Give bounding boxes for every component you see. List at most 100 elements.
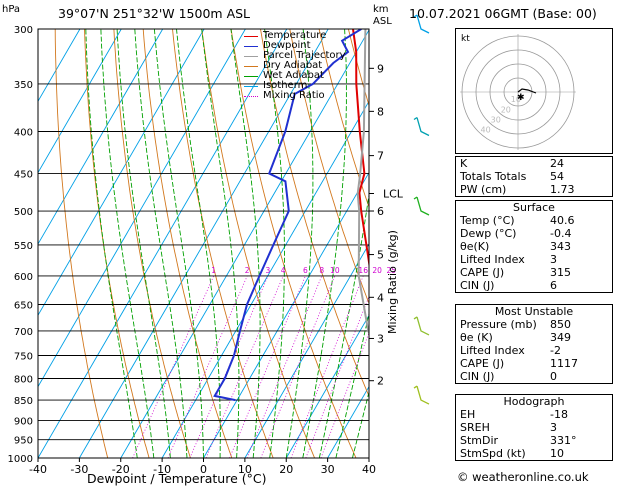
hodograph-ring-label: 40: [481, 125, 491, 134]
credit-text: © weatheronline.co.uk: [457, 470, 589, 484]
hodograph-stat-value: 331°: [550, 434, 577, 447]
temperature-tick-label: -40: [29, 463, 47, 476]
height-tick-label: 6: [377, 205, 384, 218]
hodograph-stat-value: -18: [550, 408, 568, 421]
height-tick-label: 5: [377, 249, 384, 262]
most-unstable-panel: Most Unstable Pressure (mb) 850 θe (K) 349 L…: [455, 304, 613, 384]
wind-barb-icon: [413, 385, 430, 405]
temperature-tick-label: 10: [238, 463, 252, 476]
pressure-tick-label: 800: [14, 374, 33, 385]
index-label: K: [460, 157, 468, 170]
hodograph-ring-label: 30: [491, 115, 501, 124]
temperature-tick-label: -20: [112, 463, 130, 476]
legend-swatch: [244, 75, 258, 77]
most-unstable-row: CAPE (J) 1117: [456, 357, 612, 370]
pressure-tick-label: 900: [14, 416, 33, 427]
surface-value: -0.4: [550, 227, 572, 240]
wet-adiabat-line: [153, 29, 204, 458]
legend-label: Mixing Ratio: [263, 90, 325, 101]
hodograph-stat-row: StmSpd (kt) 10: [456, 447, 612, 460]
most-unstable-row: θe (K) 349: [456, 331, 612, 344]
legend-swatch: [244, 65, 258, 67]
legend-swatch: [244, 35, 258, 37]
hodograph-stat-row: SREH 3: [456, 421, 612, 434]
mixing-ratio-label: 8: [319, 266, 324, 275]
pressure-tick-label: 700: [14, 327, 33, 338]
legend-item: Isotherm: [244, 81, 346, 91]
surface-panel: Surface Temp (°C) 40.6 Dewp (°C) -0.4 θe(K) 3…: [455, 200, 613, 293]
hodograph-stats-title: Hodograph: [503, 395, 565, 408]
mixing-ratio-label: 6: [303, 266, 308, 275]
mixing-ratio-line: [305, 295, 369, 458]
hodograph-stat-label: StmDir: [460, 434, 499, 447]
surface-value: 315: [550, 266, 571, 279]
pressure-tick-label: 1000: [8, 454, 33, 465]
mixing-ratio-line: [167, 275, 248, 458]
pressure-tick-label: 350: [14, 80, 33, 91]
wind-barb-icon: [413, 116, 430, 137]
index-value: 24: [550, 157, 564, 170]
wet-adiabat-line: [230, 29, 261, 458]
indices-panel: K 24 Totals Totals 54 PW (cm) 1.73: [455, 156, 613, 197]
height-unit-label: km ASL: [373, 4, 392, 28]
legend-label: Dry Adiabat: [263, 60, 323, 71]
surface-row: Lifted Index 3: [456, 253, 612, 266]
most-unstable-value: -2: [550, 344, 561, 357]
legend-swatch: [244, 85, 258, 87]
height-tick-label: 4: [377, 291, 384, 304]
height-tick-label: 8: [377, 105, 384, 118]
legend-label: Dewpoint: [263, 40, 311, 51]
wet-adiabat-line: [335, 311, 369, 458]
hodograph-stats-panel: Hodograph EH -18 SREH 3 StmDir 331° StmSpd (kt…: [455, 394, 613, 461]
wet-adiabat-line: [176, 29, 221, 458]
most-unstable-label: CAPE (J): [460, 357, 505, 370]
temperature-tick-label: 20: [279, 463, 293, 476]
pressure-tick-label: 750: [14, 351, 33, 362]
series-dewpoint: [213, 29, 362, 402]
surface-value: 6: [550, 279, 557, 292]
hodograph-stat-label: StmSpd (kt): [460, 447, 526, 460]
dry-adiabat-line: [54, 29, 109, 458]
surface-value: 3: [550, 253, 557, 266]
dry-adiabat-line: [142, 29, 233, 458]
temperature-tick-label: -10: [153, 463, 171, 476]
location-title: 39°07'N 251°32'W 1500m ASL: [58, 6, 251, 21]
most-unstable-row: Lifted Index -2: [456, 344, 612, 357]
temperature-tick-label: 0: [200, 463, 207, 476]
hodograph-stat-row: StmDir 331°: [456, 434, 612, 447]
pressure-tick-label: 550: [14, 241, 33, 252]
index-row: K 24: [456, 157, 612, 170]
dry-adiabat-line: [612, 29, 629, 458]
wind-barb-icon: [413, 196, 430, 216]
legend-item: Temperature: [244, 31, 346, 41]
isotherm-line: [285, 314, 369, 458]
height-tick-label: 9: [377, 62, 384, 75]
legend-swatch: [244, 95, 258, 97]
index-label: Totals Totals: [460, 170, 527, 183]
mixing-ratio-axis-label: Mixing Ratio (g/kg): [386, 230, 399, 334]
isotherm-line: [161, 100, 369, 458]
mixing-ratio-label: 20: [372, 266, 382, 275]
isotherm-line: [38, 29, 122, 174]
series-temperature: [352, 29, 369, 269]
pressure-tick-label: 850: [14, 396, 33, 407]
mixing-ratio-label: 16: [358, 266, 368, 275]
most-unstable-value: 349: [550, 331, 571, 344]
wet-adiabat-line: [85, 29, 138, 458]
height-tick-label: 3: [377, 332, 384, 345]
surface-label: CAPE (J): [460, 266, 505, 279]
isotherm-line: [203, 171, 369, 458]
isotherm-line: [38, 29, 288, 458]
legend-label: Wet Adiabat: [263, 70, 324, 81]
mixing-ratio-line: [205, 275, 284, 458]
mixing-ratio-label: 4: [281, 266, 286, 275]
legend-swatch: [244, 55, 258, 57]
legend-swatch: [244, 45, 258, 47]
hodograph-panel: kt 10 20 30 40 ✱: [455, 28, 613, 154]
temperature-tick-label: 40: [362, 463, 376, 476]
mixing-ratio-label: 3: [266, 266, 271, 275]
index-row: PW (cm) 1.73: [456, 183, 612, 196]
most-unstable-label: Pressure (mb): [460, 318, 537, 331]
mixing-ratio-label: 25: [387, 266, 397, 275]
